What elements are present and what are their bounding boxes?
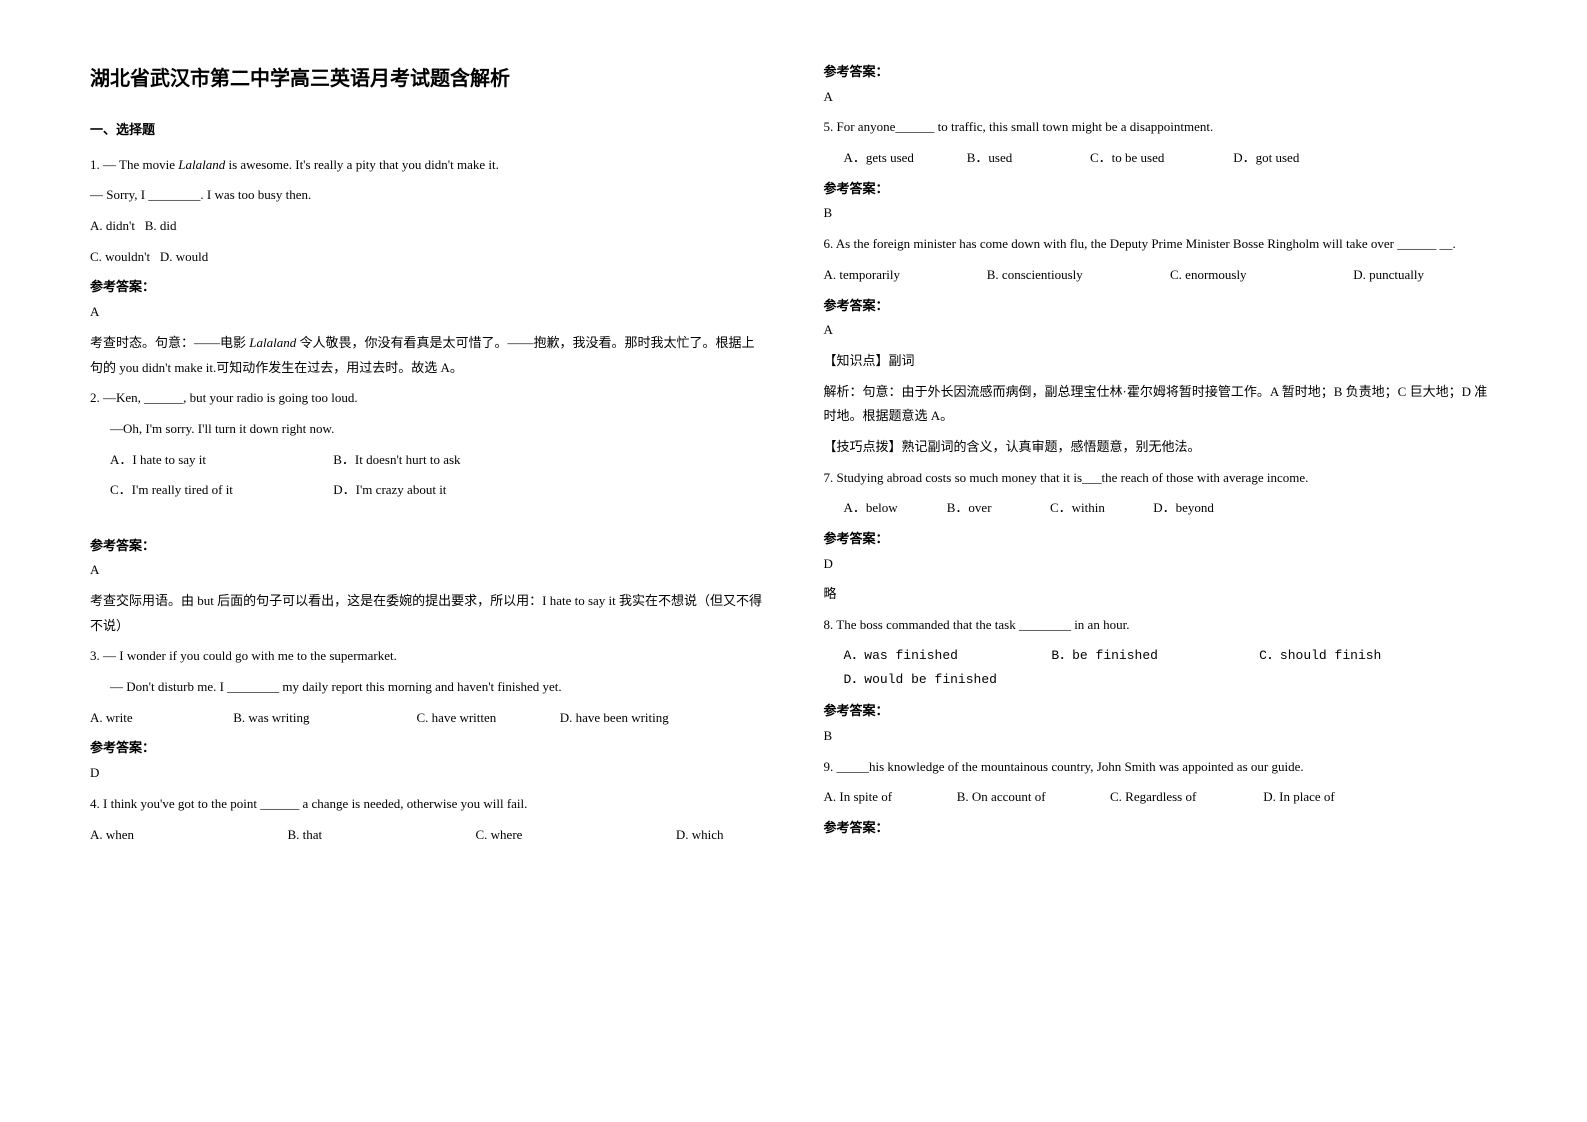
section-header: 一、选择题 (90, 118, 764, 143)
q4-line1: 4. I think you've got to the point _____… (90, 792, 764, 817)
q6-optC: C. enormously (1170, 263, 1350, 288)
q9-optA: A. In spite of (824, 785, 954, 810)
q9-answer-label: 参考答案： (824, 816, 1498, 841)
q5-optD: D．got used (1233, 150, 1299, 165)
q4-answer: A (824, 85, 1498, 110)
q4-answer-label: 参考答案： (824, 60, 1498, 85)
q8-line1: 8. The boss commanded that the task ____… (824, 613, 1498, 638)
q6-exp1: 【知识点】副词 (824, 349, 1498, 374)
q9-optB: B. On account of (957, 785, 1107, 810)
q5-answer-label: 参考答案： (824, 177, 1498, 202)
q8-optB: B．be finished (1051, 644, 1251, 669)
q6-answer: A (824, 318, 1498, 343)
q8-optA: A．was finished (844, 644, 1044, 669)
q6-optB: B. conscientiously (987, 263, 1167, 288)
q1-explanation: 考查时态。句意：——电影 Lalaland 令人敬畏，你没有看真是太可惜了。——… (90, 331, 764, 380)
q8-optD: D．would be finished (844, 672, 997, 687)
q6-line1: 6. As the foreign minister has come down… (824, 232, 1498, 257)
document-title: 湖北省武汉市第二中学高三英语月考试题含解析 (90, 60, 764, 98)
q3-options: A. write B. was writing C. have written … (90, 706, 764, 731)
q1-optAB: A. didn't B. did (90, 214, 764, 239)
q4-optD: D. which (676, 823, 724, 848)
q3-optA: A. write (90, 706, 230, 731)
q7-optA: A．below (844, 496, 944, 521)
q5-optC: C．to be used (1090, 146, 1230, 171)
q7-line1: 7. Studying abroad costs so much money t… (824, 466, 1498, 491)
q3-optC: C. have written (417, 706, 557, 731)
q6-answer-label: 参考答案： (824, 294, 1498, 319)
q1-line1-pre: 1. — The movie (90, 157, 178, 172)
q4-options: A. when B. that C. where D. which (90, 823, 764, 848)
q7-answer: D (824, 552, 1498, 577)
q7-optC: C．within (1050, 496, 1150, 521)
q1-optCD: C. wouldn't D. would (90, 245, 764, 270)
q7-answer-label: 参考答案： (824, 527, 1498, 552)
q9-optD: D. In place of (1263, 789, 1334, 804)
q1-optA: A. didn't (90, 218, 135, 233)
q1-optB: B. did (145, 218, 177, 233)
q2-line1: 2. —Ken, ______, but your radio is going… (90, 386, 764, 411)
q8-answer: B (824, 724, 1498, 749)
q5-answer: B (824, 201, 1498, 226)
question-1: 1. — The movie Lalaland is awesome. It's… (90, 153, 764, 178)
q5-line1: 5. For anyone______ to traffic, this sma… (824, 115, 1498, 140)
q9-optC: C. Regardless of (1110, 785, 1260, 810)
q2-answer-label: 参考答案： (90, 534, 764, 559)
right-column: 参考答案： A 5. For anyone______ to traffic, … (824, 60, 1498, 853)
q2-optC: C．I'm really tired of it (110, 478, 330, 503)
q7-options: A．below B．over C．within D．beyond (824, 496, 1498, 521)
q2-row1: A．I hate to say it B．It doesn't hurt to … (90, 448, 764, 473)
q4-optA: A. when (90, 823, 134, 848)
q2-optB: B．It doesn't hurt to ask (333, 452, 460, 467)
q8-options: A．was finished B．be finished C．should fi… (824, 644, 1498, 693)
q3-answer: D (90, 761, 764, 786)
q1-optD: D. would (160, 249, 208, 264)
q7-exp: 略 (824, 582, 1498, 607)
q2-optD: D．I'm crazy about it (333, 482, 446, 497)
q9-options: A. In spite of B. On account of C. Regar… (824, 785, 1498, 810)
q3-optB: B. was writing (233, 706, 413, 731)
q1-answer-label: 参考答案： (90, 275, 764, 300)
q3-line2: — Don't disturb me. I ________ my daily … (90, 675, 764, 700)
q3-optD: D. have been writing (560, 710, 669, 725)
q6-optD: D. punctually (1353, 267, 1424, 282)
q2-optA: A．I hate to say it (110, 448, 330, 473)
q5-options: A．gets used B．used C．to be used D．got us… (824, 146, 1498, 171)
q1-line2: — Sorry, I ________. I was too busy then… (90, 183, 764, 208)
q1-answer: A (90, 300, 764, 325)
q8-answer-label: 参考答案： (824, 699, 1498, 724)
left-column: 湖北省武汉市第二中学高三英语月考试题含解析 一、选择题 1. — The mov… (90, 60, 764, 853)
q5-optB: B．used (967, 146, 1087, 171)
q4-optC: C. where (476, 823, 523, 848)
q8-optC: C．should finish (1259, 648, 1381, 663)
q5-optA: A．gets used (844, 146, 964, 171)
q1-exp-italic: Lalaland (249, 335, 296, 350)
q1-line1-post: is awesome. It's really a pity that you … (225, 157, 499, 172)
q2-line2: —Oh, I'm sorry. I'll turn it down right … (90, 417, 764, 442)
q7-optD: D．beyond (1153, 500, 1214, 515)
q1-exp-pre: 考查时态。句意：——电影 (90, 335, 249, 350)
q4-optB: B. that (287, 823, 322, 848)
q9-line1: 9. _____his knowledge of the mountainous… (824, 755, 1498, 780)
q2-explanation: 考查交际用语。由 but 后面的句子可以看出，这是在委婉的提出要求，所以用：I … (90, 589, 764, 638)
q1-line1-italic: Lalaland (178, 157, 225, 172)
q2-answer: A (90, 558, 764, 583)
q6-options: A. temporarily B. conscientiously C. eno… (824, 263, 1498, 288)
q1-optC: C. wouldn't (90, 249, 150, 264)
q6-exp2: 解析：句意：由于外长因流感而病倒，副总理宝仕林·霍尔姆将暂时接管工作。A 暂时地… (824, 380, 1498, 429)
q3-answer-label: 参考答案： (90, 736, 764, 761)
q6-exp3: 【技巧点拨】熟记副词的含义，认真审题，感悟题意，别无他法。 (824, 435, 1498, 460)
q7-optB: B．over (947, 496, 1047, 521)
q6-optA: A. temporarily (824, 263, 984, 288)
q3-line1: 3. — I wonder if you could go with me to… (90, 644, 764, 669)
q2-row2: C．I'm really tired of it D．I'm crazy abo… (90, 478, 764, 503)
